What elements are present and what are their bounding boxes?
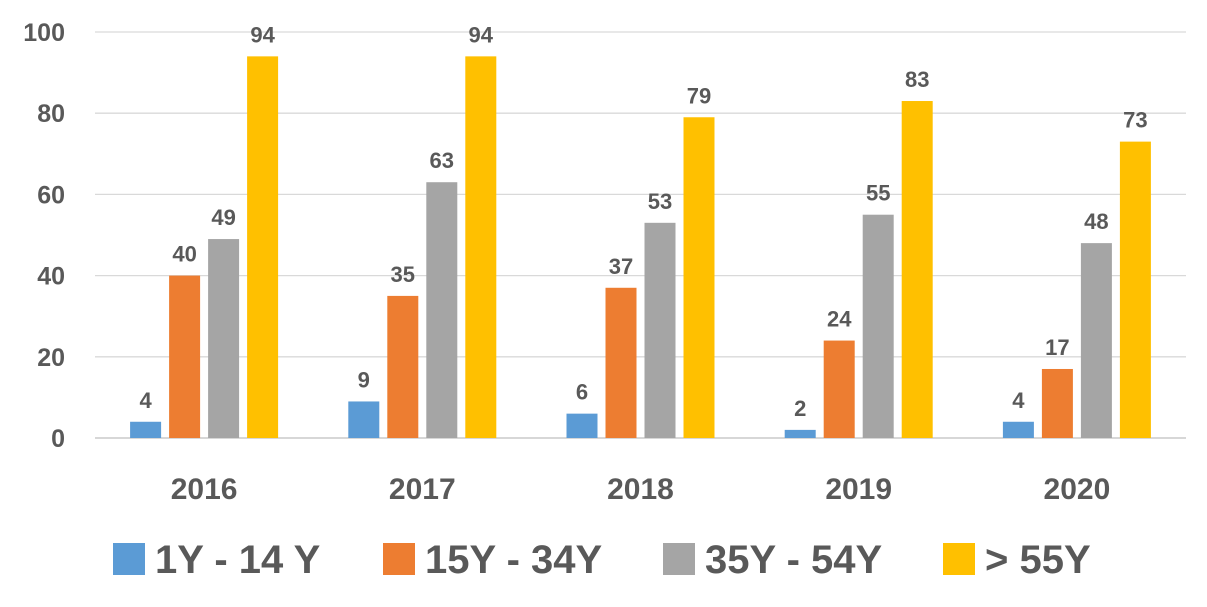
- x-tick-label: 2019: [825, 473, 892, 506]
- data-label: 53: [648, 189, 672, 214]
- bar: [1080, 243, 1112, 438]
- bar: [566, 413, 598, 438]
- legend-swatch: [943, 543, 975, 575]
- bar: [426, 182, 458, 438]
- bar: [247, 56, 279, 439]
- bars: [130, 56, 1151, 439]
- bar: [130, 421, 162, 438]
- legend-label: 15Y - 34Y: [425, 538, 602, 582]
- data-label: 73: [1123, 108, 1147, 133]
- y-tick-label: 100: [23, 19, 65, 47]
- data-label: 40: [172, 242, 196, 267]
- legend-swatch: [663, 543, 695, 575]
- bar: [644, 222, 676, 438]
- data-label: 49: [211, 205, 235, 230]
- data-label: 55: [866, 181, 890, 206]
- y-tick-label: 0: [51, 425, 65, 453]
- data-label: 37: [609, 254, 633, 279]
- bar: [465, 56, 497, 439]
- legend-swatch: [113, 543, 145, 575]
- legend-label: > 55Y: [985, 538, 1091, 582]
- y-tick-label: 80: [37, 100, 65, 128]
- bar: [784, 429, 816, 438]
- y-tick-label: 60: [37, 181, 65, 209]
- data-label: 6: [576, 380, 588, 405]
- data-label: 94: [250, 22, 275, 47]
- data-labels: 4 40 49 94 9 35 63 94 6 37 53 79 2 24 55 83 4 17 48 73: [139, 22, 1147, 421]
- bar: [1002, 421, 1034, 438]
- x-tick-label: 2016: [171, 473, 238, 506]
- legend-label: 35Y - 54Y: [705, 538, 882, 582]
- y-tick-label: 40: [37, 263, 65, 291]
- x-tick-label: 2018: [607, 473, 674, 506]
- data-label: 83: [905, 67, 929, 92]
- data-label: 35: [391, 262, 415, 287]
- data-label: 9: [358, 367, 370, 392]
- data-label: 4: [139, 388, 152, 413]
- x-tick-label: 2020: [1044, 473, 1111, 506]
- legend: 1Y - 14 Y 15Y - 34Y 35Y - 54Y > 55Y: [113, 538, 1091, 582]
- x-tick-label: 2017: [389, 473, 456, 506]
- data-label: 79: [687, 83, 711, 108]
- bar: [387, 295, 419, 438]
- data-label: 2: [794, 396, 806, 421]
- data-label: 17: [1045, 335, 1069, 360]
- data-label: 63: [430, 148, 454, 173]
- bar: [1119, 141, 1151, 438]
- bar: [683, 117, 715, 438]
- bar: [208, 239, 240, 438]
- bar: [862, 214, 894, 438]
- bar: [901, 101, 933, 439]
- bar: [348, 401, 380, 438]
- data-label: 24: [827, 307, 852, 332]
- bar: [605, 287, 637, 438]
- bar: [169, 275, 201, 438]
- data-label: 48: [1084, 209, 1108, 234]
- x-axis-ticks: 2016 2017 2018 2019 2020: [171, 473, 1111, 506]
- y-axis-ticks: 0 20 40 60 80 100: [23, 19, 65, 453]
- legend-label: 1Y - 14 Y: [155, 538, 321, 582]
- bar: [1041, 368, 1073, 438]
- bar: [823, 340, 855, 438]
- data-label: 4: [1012, 388, 1025, 413]
- y-tick-label: 20: [37, 344, 65, 372]
- data-label: 94: [469, 22, 494, 47]
- legend-swatch: [383, 543, 415, 575]
